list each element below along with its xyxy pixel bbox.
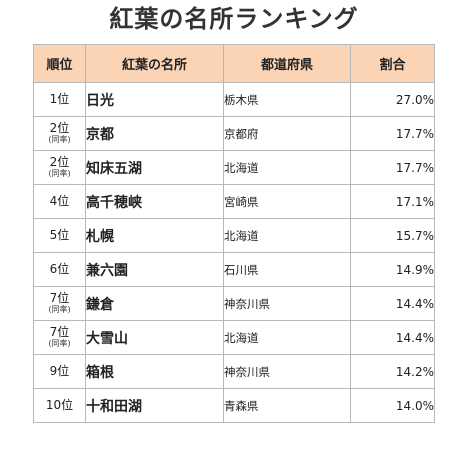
ratio-cell: 17.1% xyxy=(350,184,435,219)
ratio-cell: 14.0% xyxy=(350,388,435,423)
rank-cell: 2位 (同率) xyxy=(33,116,86,151)
rank-cell: 1位 xyxy=(33,82,86,117)
spot-cell: 知床五湖 xyxy=(85,150,224,185)
spot-cell: 大雪山 xyxy=(85,320,224,355)
tie-note: (同率) xyxy=(48,339,71,348)
table-row: 2位 (同率) 京都 京都府 17.7% xyxy=(33,116,435,151)
ratio-cell: 17.7% xyxy=(350,150,435,185)
rank-cell: 5位 xyxy=(33,218,86,253)
spot-cell: 札幌 xyxy=(85,218,224,253)
prefecture-cell: 京都府 xyxy=(223,116,351,151)
prefecture-cell: 北海道 xyxy=(223,150,351,185)
table-row: 7位 (同率) 大雪山 北海道 14.4% xyxy=(33,320,435,355)
table-row: 9位 箱根 神奈川県 14.2% xyxy=(33,354,435,389)
header-spot: 紅葉の名所 xyxy=(85,44,224,83)
rank-label: 6位 xyxy=(49,262,70,276)
header-rank: 順位 xyxy=(33,44,86,83)
rank-label: 1位 xyxy=(49,92,70,106)
table-row: 6位 兼六園 石川県 14.9% xyxy=(33,252,435,287)
rank-label: 7位 xyxy=(49,291,70,305)
prefecture-cell: 石川県 xyxy=(223,252,351,287)
spot-cell: 京都 xyxy=(85,116,224,151)
table-row: 5位 札幌 北海道 15.7% xyxy=(33,218,435,253)
table-row: 4位 高千穂峡 宮崎県 17.1% xyxy=(33,184,435,219)
rank-label: 10位 xyxy=(45,398,74,412)
rank-label: 2位 xyxy=(49,155,70,169)
page-title: 紅葉の名所ランキング xyxy=(109,5,359,33)
prefecture-cell: 栃木県 xyxy=(223,82,351,117)
ratio-cell: 27.0% xyxy=(350,82,435,117)
rank-label: 4位 xyxy=(49,194,70,208)
ranking-body: 1位 日光 栃木県 27.0% 2位 (同率) 京都 京都府 17.7% 2位 (同率) 知床五湖 北海… xyxy=(33,82,435,423)
ratio-cell: 17.7% xyxy=(350,116,435,151)
header-prefecture: 都道府県 xyxy=(223,44,351,83)
prefecture-cell: 北海道 xyxy=(223,320,351,355)
rank-cell: 7位 (同率) xyxy=(33,320,86,355)
prefecture-cell: 神奈川県 xyxy=(223,286,351,321)
rank-cell: 7位 (同率) xyxy=(33,286,86,321)
spot-cell: 高千穂峡 xyxy=(85,184,224,219)
rank-label: 7位 xyxy=(49,325,70,339)
table-row: 1位 日光 栃木県 27.0% xyxy=(33,82,435,117)
rank-cell: 4位 xyxy=(33,184,86,219)
prefecture-cell: 神奈川県 xyxy=(223,354,351,389)
spot-cell: 十和田湖 xyxy=(85,388,224,423)
spot-cell: 箱根 xyxy=(85,354,224,389)
ratio-cell: 14.4% xyxy=(350,286,435,321)
table-header-row: 順位 紅葉の名所 都道府県 割合 xyxy=(33,44,435,83)
rank-cell: 10位 xyxy=(33,388,86,423)
tie-note: (同率) xyxy=(48,305,71,314)
header-ratio: 割合 xyxy=(350,44,435,83)
spot-cell: 兼六園 xyxy=(85,252,224,287)
tie-note: (同率) xyxy=(48,135,71,144)
table-row: 10位 十和田湖 青森県 14.0% xyxy=(33,388,435,423)
spot-cell: 鎌倉 xyxy=(85,286,224,321)
ratio-cell: 14.4% xyxy=(350,320,435,355)
rank-label: 9位 xyxy=(49,364,70,378)
rank-cell: 6位 xyxy=(33,252,86,287)
table-row: 2位 (同率) 知床五湖 北海道 17.7% xyxy=(33,150,435,185)
ranking-table: 順位 紅葉の名所 都道府県 割合 1位 日光 栃木県 27.0% 2位 (同率) 京都 京都府… xyxy=(33,44,435,423)
table-row: 7位 (同率) 鎌倉 神奈川県 14.4% xyxy=(33,286,435,321)
rank-label: 2位 xyxy=(49,121,70,135)
ratio-cell: 14.2% xyxy=(350,354,435,389)
rank-cell: 9位 xyxy=(33,354,86,389)
prefecture-cell: 北海道 xyxy=(223,218,351,253)
rank-label: 5位 xyxy=(49,228,70,242)
rank-cell: 2位 (同率) xyxy=(33,150,86,185)
spot-cell: 日光 xyxy=(85,82,224,117)
ratio-cell: 15.7% xyxy=(350,218,435,253)
tie-note: (同率) xyxy=(48,169,71,178)
prefecture-cell: 宮崎県 xyxy=(223,184,351,219)
prefecture-cell: 青森県 xyxy=(223,388,351,423)
ratio-cell: 14.9% xyxy=(350,252,435,287)
